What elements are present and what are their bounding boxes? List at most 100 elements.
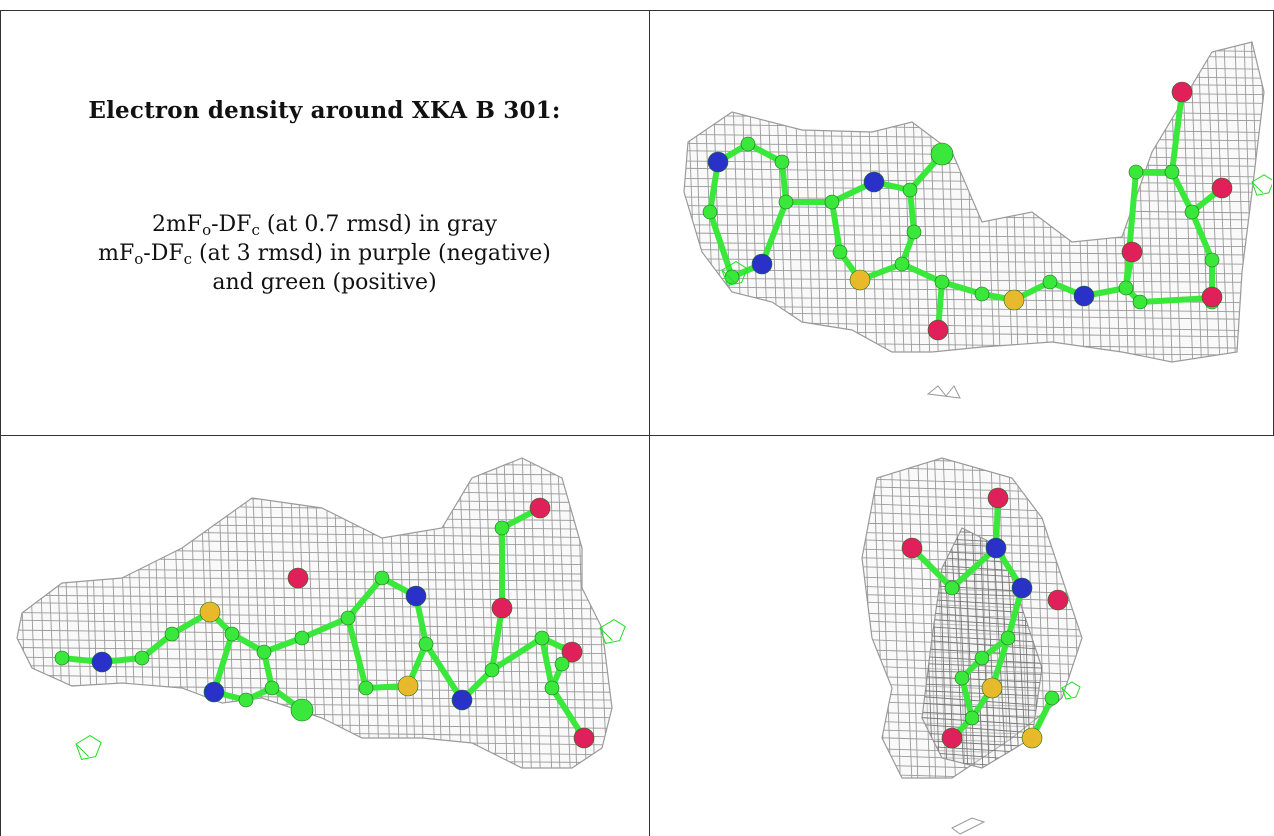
mesh-line — [17, 674, 612, 685]
mesh-line — [549, 458, 561, 768]
atom-n — [91, 651, 113, 673]
atom-n — [751, 253, 773, 275]
atom-c — [778, 194, 794, 210]
atom-c — [906, 224, 922, 240]
mesh-line — [862, 539, 1082, 548]
mesh-line — [922, 717, 1042, 726]
mesh-line — [568, 458, 578, 768]
atom-n — [707, 151, 729, 173]
density-view-bottom-right — [652, 438, 1272, 836]
mesh-line — [17, 647, 612, 655]
atom-n — [863, 171, 885, 193]
mesh-line — [684, 232, 1264, 240]
mesh-line — [17, 594, 612, 601]
bond — [423, 641, 465, 703]
atom-c — [164, 626, 180, 642]
mesh-line — [1190, 42, 1202, 362]
bond — [1123, 169, 1139, 291]
density-view-top-right — [652, 12, 1272, 432]
atom-n — [203, 681, 225, 703]
atom-n — [405, 585, 427, 607]
atom-c — [974, 650, 990, 666]
mesh-line — [998, 458, 1009, 778]
atom-o — [927, 319, 949, 341]
mesh-line — [1080, 458, 1082, 778]
atom-c — [340, 610, 356, 626]
mesh-line — [862, 458, 1082, 466]
table-left-border — [0, 10, 1, 836]
mesh-line — [862, 649, 1082, 657]
atom-s — [199, 601, 221, 623]
atom-c — [544, 680, 560, 696]
atom-c — [374, 570, 390, 586]
atom-o — [561, 641, 583, 663]
positive-difference-density — [599, 619, 626, 644]
atom-c — [238, 692, 254, 708]
mesh-line — [17, 619, 612, 630]
mesh-line — [862, 773, 1082, 778]
mesh-line — [922, 604, 1042, 615]
atom-o — [287, 567, 309, 589]
atom-c — [484, 662, 500, 678]
atom-c — [256, 644, 272, 660]
electron-density-mesh-icon — [683, 41, 1272, 399]
mesh-line — [926, 458, 937, 778]
atom-s — [981, 677, 1003, 699]
atom-o — [941, 727, 963, 749]
mesh-line — [1260, 42, 1264, 362]
bond — [345, 575, 385, 621]
mesh-line — [862, 585, 1082, 595]
bond — [1137, 295, 1215, 305]
mesh-line — [1223, 42, 1236, 362]
atom-c — [902, 182, 918, 198]
mesh-line — [17, 602, 612, 610]
atom-c — [964, 710, 980, 726]
mesh-line — [17, 612, 612, 620]
mesh-line — [1214, 42, 1229, 362]
mesh-line — [684, 277, 1264, 283]
atom-c — [1204, 252, 1220, 268]
atom-c — [1044, 690, 1060, 706]
positive-difference-density — [721, 261, 748, 286]
atom-n — [1011, 577, 1033, 599]
caption-cell: Electron density around XKA B 301: 2mFo-… — [0, 10, 649, 435]
electron-density-mesh-icon — [16, 457, 626, 769]
atom-c — [1132, 294, 1148, 310]
mesh-fragment — [926, 385, 961, 399]
positive-difference-density — [75, 735, 102, 760]
caption-line-mfo: mFo-DFc (at 3 rmsd) in purple (negative) — [98, 241, 551, 268]
mesh-line — [684, 51, 1264, 58]
atom-o — [1171, 81, 1193, 103]
atom-n — [985, 537, 1007, 559]
mesh-line — [922, 724, 1042, 734]
bond — [899, 261, 945, 285]
atom-c — [1042, 274, 1058, 290]
electron-density-mesh-icon — [861, 457, 1083, 835]
bond — [345, 615, 369, 691]
atom-s — [397, 675, 419, 697]
atom-cl — [290, 698, 314, 722]
density-envelope — [16, 457, 613, 769]
mesh-line — [862, 557, 1082, 564]
atom-s — [1021, 727, 1043, 749]
mesh-line — [862, 630, 1082, 637]
mesh-line — [922, 690, 1042, 697]
atom-c — [740, 136, 756, 152]
density-view-bottom-left — [2, 438, 648, 836]
atom-c — [974, 286, 990, 302]
atom-o — [901, 537, 923, 559]
positive-difference-density — [1251, 174, 1272, 196]
bond — [489, 635, 545, 673]
mesh-line — [922, 639, 1042, 650]
positive-difference-density — [1061, 681, 1081, 700]
table-center-divider — [649, 10, 650, 836]
caption-line-green: and green (positive) — [212, 270, 437, 295]
mesh-line — [684, 242, 1264, 248]
mesh-line — [907, 458, 919, 778]
mesh-line — [879, 458, 892, 778]
bond — [539, 635, 555, 691]
mesh-fragment — [951, 817, 986, 835]
mesh-line — [313, 458, 328, 768]
bond — [489, 605, 505, 673]
mesh-line — [922, 625, 1042, 635]
